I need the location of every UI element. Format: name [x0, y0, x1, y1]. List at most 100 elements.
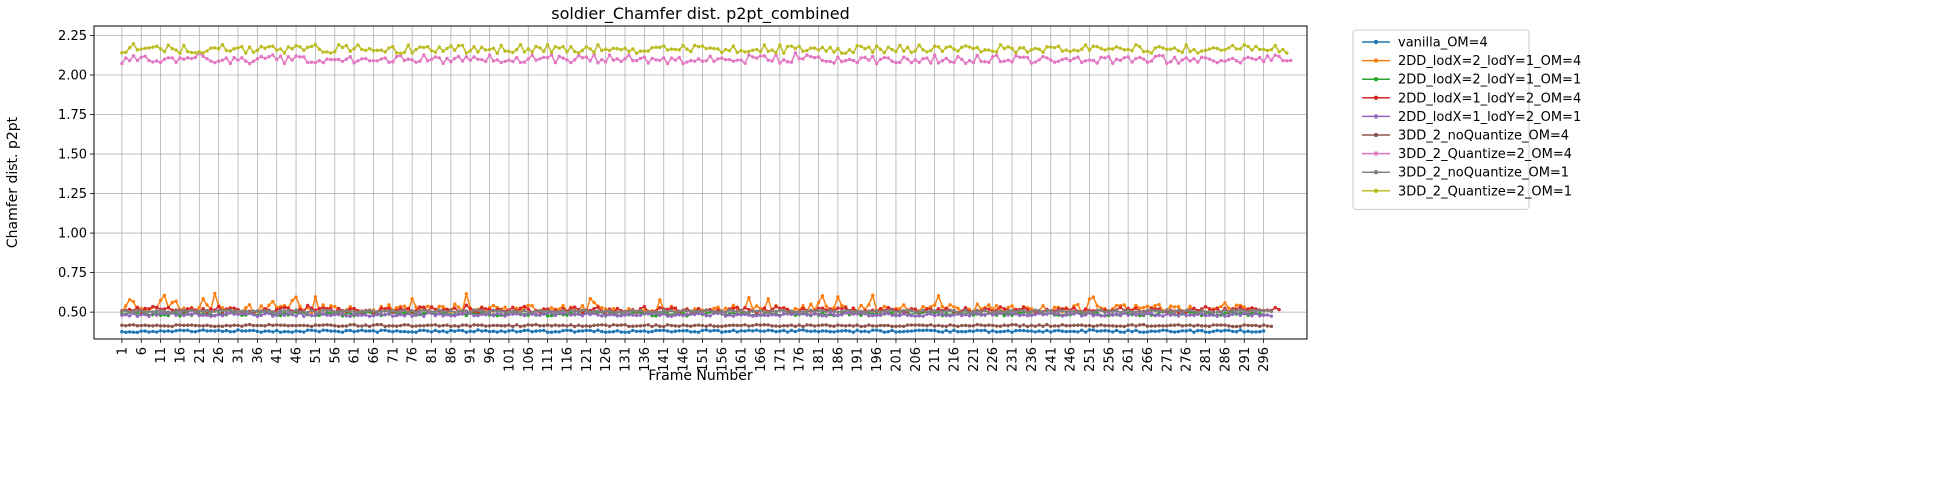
data-point — [971, 309, 976, 314]
data-point — [878, 329, 883, 333]
data-point — [472, 330, 476, 334]
data-point — [611, 323, 616, 327]
data-point — [394, 329, 399, 333]
data-point — [1107, 329, 1111, 333]
data-point — [209, 329, 213, 333]
data-point — [278, 309, 283, 313]
data-point — [983, 328, 987, 333]
data-point — [275, 308, 279, 312]
data-point — [545, 314, 550, 318]
data-point — [774, 309, 778, 314]
data-point — [456, 309, 461, 314]
x-tick-label: 226 — [986, 347, 1001, 372]
data-point — [1176, 308, 1181, 312]
data-point — [147, 330, 151, 334]
data-point — [743, 310, 747, 314]
data-point — [1269, 48, 1274, 52]
data-point — [1200, 309, 1204, 313]
data-point — [932, 303, 937, 307]
data-point — [456, 324, 461, 329]
x-tick-label: 86 — [444, 347, 459, 364]
data-point — [662, 56, 666, 60]
data-point — [1010, 304, 1014, 308]
data-point — [727, 329, 732, 334]
data-point — [569, 328, 573, 333]
data-point — [240, 45, 244, 49]
data-point — [495, 309, 500, 313]
data-point — [290, 47, 294, 51]
data-point — [712, 309, 716, 314]
data-point — [832, 50, 836, 54]
data-point — [890, 328, 894, 333]
data-point — [441, 61, 445, 66]
data-point — [290, 310, 294, 315]
data-point — [561, 312, 565, 316]
data-point — [271, 323, 275, 328]
data-point — [487, 309, 492, 314]
data-point — [665, 48, 670, 52]
x-tick-label: 286 — [1218, 347, 1233, 372]
data-point — [352, 46, 356, 51]
data-point — [379, 328, 383, 333]
data-point — [979, 313, 983, 317]
data-point — [325, 309, 329, 313]
data-point — [789, 44, 794, 48]
x-tick-label: 136 — [638, 347, 653, 372]
data-point — [155, 309, 159, 313]
data-point — [603, 309, 608, 314]
data-point — [503, 310, 507, 314]
data-point — [1211, 59, 1216, 63]
data-point — [1010, 308, 1014, 313]
data-point — [751, 323, 755, 328]
data-point — [480, 305, 484, 310]
data-point — [553, 313, 558, 317]
data-point — [631, 313, 635, 317]
data-point — [1083, 330, 1088, 334]
data-point — [987, 307, 991, 311]
x-tick-label: 231 — [1006, 347, 1021, 372]
data-point — [557, 309, 561, 314]
data-point — [209, 46, 213, 50]
data-point — [1215, 310, 1219, 314]
data-point — [271, 330, 275, 334]
data-point — [631, 324, 635, 328]
data-point — [1258, 314, 1262, 318]
data-point — [743, 61, 747, 66]
data-point — [1107, 54, 1111, 59]
data-point — [871, 328, 875, 332]
data-point — [963, 44, 968, 48]
series-vanilla_OM=4 — [120, 328, 1266, 335]
data-point — [263, 46, 267, 50]
data-point — [1261, 309, 1266, 313]
data-point — [480, 45, 484, 49]
data-point — [251, 50, 256, 54]
data-point — [1250, 309, 1254, 313]
data-point — [422, 53, 426, 57]
data-point — [313, 310, 318, 315]
data-point — [518, 310, 523, 314]
data-point — [267, 309, 271, 313]
data-point — [151, 60, 155, 64]
data-point — [507, 49, 511, 53]
data-point — [267, 303, 271, 307]
data-point — [158, 298, 163, 303]
data-point — [1087, 309, 1092, 314]
data-point — [135, 314, 140, 318]
data-point — [1184, 323, 1188, 328]
data-point — [530, 303, 534, 308]
data-point — [1080, 328, 1084, 333]
data-point — [348, 49, 352, 53]
data-point — [228, 61, 232, 66]
data-point — [909, 50, 914, 55]
x-tick-label: 116 — [560, 347, 575, 372]
data-point — [847, 48, 852, 52]
data-point — [406, 43, 410, 47]
data-point — [878, 323, 883, 328]
data-point — [692, 330, 697, 334]
data-point — [565, 50, 569, 54]
data-point — [847, 57, 852, 62]
data-point — [723, 314, 728, 318]
data-point — [1041, 50, 1045, 54]
x-tick-label: 56 — [328, 347, 343, 364]
data-point — [476, 323, 480, 327]
